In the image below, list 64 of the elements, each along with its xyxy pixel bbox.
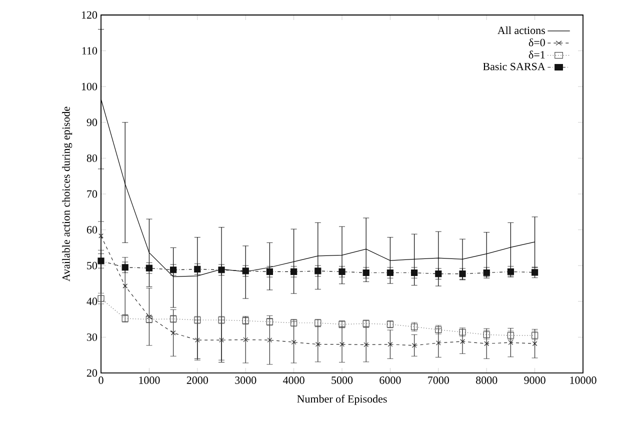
point xyxy=(315,342,320,347)
point xyxy=(386,269,394,276)
point xyxy=(267,338,272,342)
point xyxy=(459,270,466,278)
x-tick-label: 2000 xyxy=(186,376,208,384)
x-tick-label: 8000 xyxy=(476,376,498,384)
point xyxy=(98,295,104,302)
point xyxy=(340,342,344,347)
x-tick-label: 5000 xyxy=(332,376,353,384)
x-tick-label: 9000 xyxy=(524,376,546,384)
y-tick-label: 120 xyxy=(82,11,98,19)
y-tick-label: 100 xyxy=(82,82,98,90)
point xyxy=(218,266,225,274)
point xyxy=(436,340,441,346)
point xyxy=(122,264,128,271)
x-tick-label: 1000 xyxy=(139,376,160,384)
point xyxy=(194,266,201,272)
x-tick-label: 7000 xyxy=(428,376,449,384)
point xyxy=(122,284,128,288)
point xyxy=(364,342,369,348)
y-tick-label: 60 xyxy=(86,226,98,234)
y-tick-label: 80 xyxy=(86,154,98,162)
point xyxy=(98,233,104,238)
x-tick-label: 4000 xyxy=(283,376,304,384)
point xyxy=(532,269,538,276)
point xyxy=(484,341,490,346)
point xyxy=(98,258,104,264)
point xyxy=(242,268,249,274)
point xyxy=(435,270,442,278)
x-axis-title: Number of Episodes xyxy=(297,394,387,405)
y-tick-label: 40 xyxy=(86,298,98,306)
y-tick-label: 20 xyxy=(86,369,98,377)
legend-label: δ=0 xyxy=(528,38,545,46)
point xyxy=(170,330,176,336)
point xyxy=(338,268,346,275)
legend-label: All actions xyxy=(498,26,545,34)
y-axis-title: Available action choices during episode xyxy=(62,106,72,282)
y-tick-label: 50 xyxy=(87,262,98,270)
point xyxy=(219,338,224,342)
point xyxy=(146,264,153,272)
point xyxy=(460,339,465,344)
point xyxy=(483,269,490,276)
point xyxy=(388,342,393,347)
x-tick-label: 0 xyxy=(98,376,104,384)
point xyxy=(411,269,418,276)
x-tick-label: 3000 xyxy=(235,376,256,384)
legend-label: Basic SARSA xyxy=(483,62,546,70)
point xyxy=(314,268,322,274)
point xyxy=(507,268,514,275)
point xyxy=(291,340,296,345)
x-tick-label: 6000 xyxy=(380,376,401,384)
point xyxy=(194,338,200,342)
point xyxy=(243,337,248,342)
point xyxy=(170,266,177,274)
point xyxy=(362,269,370,276)
y-tick-label: 30 xyxy=(87,333,98,341)
point xyxy=(266,268,274,275)
x-tick-label: 10000 xyxy=(570,376,596,384)
y-tick-label: 70 xyxy=(87,190,98,198)
point xyxy=(290,268,298,275)
y-tick-label: 90 xyxy=(86,118,98,126)
point xyxy=(412,343,417,348)
y-tick-label: 110 xyxy=(82,47,98,55)
legend-label: δ=1 xyxy=(528,50,545,58)
